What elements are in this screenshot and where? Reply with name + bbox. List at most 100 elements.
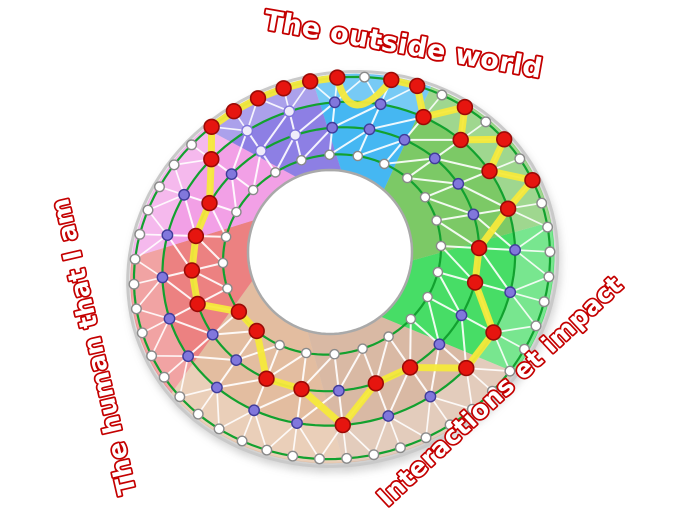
node-O-157.5[interactable]: [174, 391, 186, 403]
node-red-O-352.5[interactable]: [524, 172, 541, 189]
node-red-O-322.5[interactable]: [456, 98, 474, 116]
node-O-67.5[interactable]: [466, 403, 478, 415]
node-A-225[interactable]: [178, 188, 191, 201]
node-A-15[interactable]: [509, 244, 521, 256]
sector-purple[interactable]: [205, 77, 342, 178]
node-O-232.5[interactable]: [168, 159, 180, 171]
node-O-15[interactable]: [544, 246, 556, 258]
node-red-A-0[interactable]: [499, 200, 517, 217]
node-red-O-285[interactable]: [329, 69, 346, 86]
node-red-A-330[interactable]: [452, 131, 469, 149]
node-O-345[interactable]: [514, 153, 526, 165]
node-C-90[interactable]: [357, 343, 368, 355]
node-red-A-60[interactable]: [458, 359, 475, 377]
node-O-45[interactable]: [519, 343, 531, 355]
node-C-15[interactable]: [435, 240, 447, 252]
node-red-B-120[interactable]: [293, 380, 310, 398]
node-O-127.5[interactable]: [261, 444, 273, 456]
node-O-120[interactable]: [287, 450, 299, 462]
node-C-180[interactable]: [222, 283, 233, 294]
node-A-30[interactable]: [504, 286, 517, 299]
node-O-75[interactable]: [444, 419, 456, 431]
node-red-A-105[interactable]: [334, 416, 351, 434]
node-red-C-150[interactable]: [248, 322, 265, 340]
node-O-180[interactable]: [136, 327, 148, 339]
node-A-285[interactable]: [328, 96, 341, 109]
node-O-330[interactable]: [480, 116, 492, 128]
node-red-O-247.5[interactable]: [203, 118, 220, 136]
node-red-B-75[interactable]: [401, 359, 419, 376]
node-C-315[interactable]: [378, 158, 390, 170]
node-A-120[interactable]: [291, 417, 303, 429]
node-O-7.5[interactable]: [542, 221, 554, 233]
node-O-172.5[interactable]: [146, 350, 158, 362]
node-O-202.5[interactable]: [129, 253, 141, 265]
node-red-O-270[interactable]: [275, 80, 292, 97]
node-red-B-90[interactable]: [367, 375, 384, 392]
node-O-90[interactable]: [394, 442, 406, 454]
node-C-60[interactable]: [405, 313, 417, 325]
node-A-150[interactable]: [210, 381, 223, 394]
node-red-O-262.5[interactable]: [249, 90, 267, 107]
node-B-345[interactable]: [452, 177, 465, 190]
node-B-270[interactable]: [289, 129, 302, 142]
node-O-30[interactable]: [538, 296, 550, 308]
node-C-135[interactable]: [274, 339, 286, 351]
sector-dull-green[interactable]: [383, 86, 551, 261]
node-red-O-300[interactable]: [383, 71, 400, 89]
node-A-180[interactable]: [163, 312, 176, 325]
node-red-B-180[interactable]: [189, 295, 206, 313]
node-O-135[interactable]: [236, 435, 248, 447]
sector-tan-left[interactable]: [171, 280, 344, 464]
node-O-97.5[interactable]: [368, 449, 380, 461]
node-C-30[interactable]: [432, 266, 444, 278]
node-C-225[interactable]: [231, 206, 242, 218]
node-O-142.5[interactable]: [213, 423, 225, 435]
node-red-B-210[interactable]: [187, 227, 205, 245]
node-C-45[interactable]: [422, 291, 433, 303]
node-A-195[interactable]: [156, 271, 169, 284]
node-C-270[interactable]: [296, 154, 307, 166]
node-B-315[interactable]: [398, 133, 411, 146]
node-red-O-277.5[interactable]: [302, 73, 319, 90]
node-O-82.5[interactable]: [420, 432, 432, 444]
node-O-37.5[interactable]: [530, 320, 542, 332]
node-O-225[interactable]: [153, 181, 165, 193]
node-O-0[interactable]: [536, 197, 548, 209]
node-red-B-195[interactable]: [183, 262, 201, 279]
node-C-210[interactable]: [220, 231, 232, 243]
node-B-165[interactable]: [206, 328, 219, 341]
node-O-22.5[interactable]: [543, 271, 555, 283]
node-A-135[interactable]: [248, 404, 261, 417]
node-A-300[interactable]: [374, 98, 387, 111]
node-C-105[interactable]: [329, 348, 340, 360]
node-O-217.5[interactable]: [142, 204, 154, 216]
node-C-75[interactable]: [383, 331, 394, 342]
node-red-O-255[interactable]: [225, 102, 243, 120]
node-red-A-240[interactable]: [203, 151, 220, 168]
node-O-315[interactable]: [436, 89, 448, 101]
node-red-A-45[interactable]: [485, 324, 502, 341]
node-C-195[interactable]: [217, 257, 229, 269]
node-C-345[interactable]: [419, 191, 431, 203]
node-O-52.5[interactable]: [504, 365, 516, 377]
node-A-270[interactable]: [283, 105, 296, 118]
node-red-B-30[interactable]: [466, 274, 484, 291]
node-O-105[interactable]: [341, 452, 353, 464]
node-O-150[interactable]: [192, 408, 204, 420]
node-B-150[interactable]: [230, 354, 243, 366]
node-red-A-315[interactable]: [415, 108, 432, 126]
node-red-O-337.5[interactable]: [496, 131, 513, 148]
node-O-165[interactable]: [158, 371, 170, 383]
node-B-330[interactable]: [428, 152, 441, 165]
node-B-255[interactable]: [254, 144, 267, 157]
node-C-120[interactable]: [300, 347, 312, 359]
node-red-C-165[interactable]: [230, 303, 248, 320]
node-C-255[interactable]: [270, 167, 281, 178]
node-O-210[interactable]: [134, 228, 146, 240]
node-A-165[interactable]: [182, 350, 195, 363]
node-B-240[interactable]: [225, 168, 238, 181]
node-red-O-307.5[interactable]: [409, 77, 426, 95]
node-A-90[interactable]: [382, 410, 395, 422]
node-B-45[interactable]: [455, 309, 468, 322]
